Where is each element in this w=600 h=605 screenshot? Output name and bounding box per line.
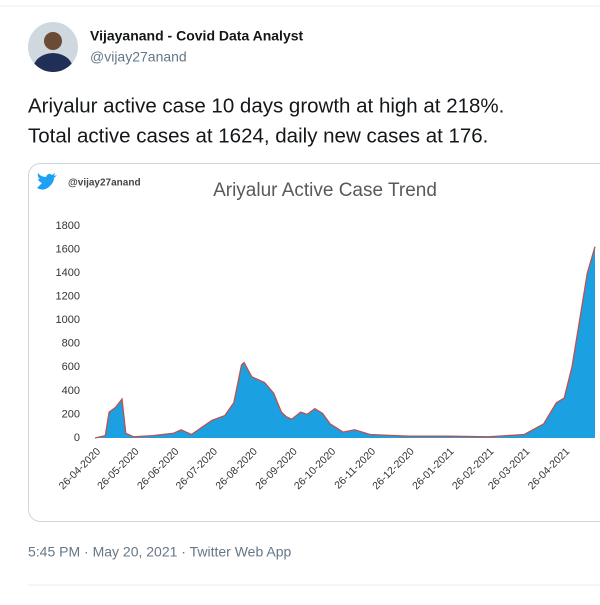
chart-title: Ariyalur Active Case Trend bbox=[213, 180, 437, 201]
chart-watermark: @vijay27anand bbox=[68, 178, 141, 189]
tweet-text: Ariyalur active case 10 days growth at h… bbox=[28, 94, 504, 117]
y-tick-label: 400 bbox=[62, 385, 80, 397]
y-tick-label: 200 bbox=[62, 408, 80, 420]
y-tick-label: 800 bbox=[62, 338, 80, 350]
author-name[interactable]: Vijayanand - Covid Data Analyst bbox=[90, 28, 304, 44]
y-tick-label: 0 bbox=[74, 432, 80, 444]
y-tick-label: 1600 bbox=[56, 243, 80, 255]
avatar[interactable] bbox=[28, 22, 78, 72]
tweet-text: Total active cases at 1624, daily new ca… bbox=[28, 124, 488, 147]
y-tick-label: 1000 bbox=[56, 314, 80, 326]
y-tick-label: 600 bbox=[62, 361, 80, 373]
author-handle[interactable]: @vijay27anand bbox=[90, 49, 187, 65]
y-tick-label: 1400 bbox=[56, 267, 80, 279]
y-tick-label: 1200 bbox=[56, 291, 80, 303]
y-tick-label: 1800 bbox=[56, 220, 80, 232]
tweet-footer[interactable]: 5:45 PM · May 20, 2021 · Twitter Web App bbox=[28, 544, 291, 560]
